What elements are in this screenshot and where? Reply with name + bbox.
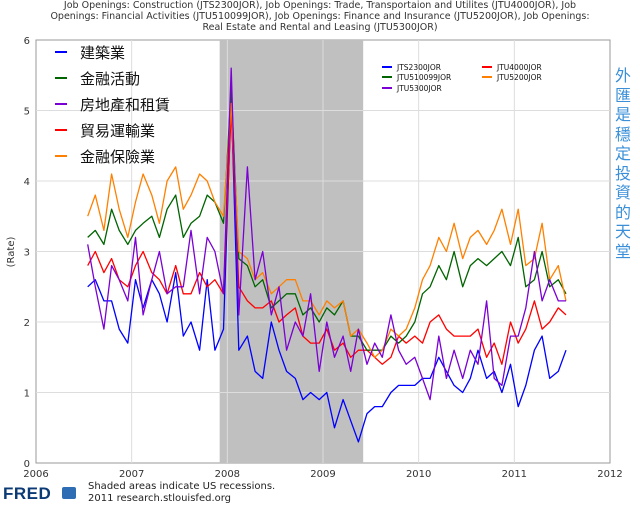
- fred-logo: FRED: [3, 484, 52, 503]
- legend-left-label: 金融保險業: [80, 148, 155, 166]
- x-tick-label: 2008: [215, 469, 240, 480]
- axes: 0 1 2 3 4 5 6 2006 2007 2008 2009 2010 2011 2012: [23, 36, 622, 480]
- y-axis-label: (Rate): [6, 237, 17, 268]
- title-line-3: Real Estate and Rental and Leasing (JTU5…: [202, 22, 438, 33]
- footer-line-1: Shaded areas indicate US recessions.: [88, 481, 276, 492]
- footer-line-2: 2011 research.stlouisfed.org: [88, 493, 232, 504]
- side-note-char: 堂: [614, 241, 631, 261]
- y-tick-label: 2: [24, 318, 30, 329]
- side-note-char: 投: [614, 163, 631, 183]
- legend-left-label: 建築業: [80, 44, 125, 62]
- side-note-char: 定: [614, 144, 631, 163]
- legend-right-label: JTU510099JOR: [396, 73, 451, 82]
- side-note-char: 的: [614, 202, 631, 222]
- side-note-char: 匯: [614, 85, 631, 105]
- series-line-jtu5300jor: [87, 67, 566, 401]
- x-tick-label: 2009: [310, 469, 335, 480]
- series-line-jtu510099jor: [87, 88, 567, 351]
- y-tick-label: 6: [24, 36, 30, 47]
- legend-left-label: 貿易運輸業: [80, 122, 155, 140]
- series-lines: [87, 67, 567, 443]
- title-line-1: Job Openings: Construction (JTS2300JOR),…: [63, 0, 577, 11]
- y-tick-label: 0: [24, 459, 30, 470]
- legend-left-label: 房地產和租賃: [80, 96, 170, 114]
- legend-right-label: JTU5300JOR: [396, 84, 442, 93]
- legend-left-label: 金融活動: [80, 70, 140, 88]
- side-note-char: 外: [614, 66, 631, 85]
- chart-title: Job Openings: Construction (JTS2300JOR),…: [0, 0, 640, 33]
- side-note-char: 是: [614, 105, 631, 124]
- series-line-jts2300jor: [87, 95, 567, 443]
- side-note-char: 天: [614, 222, 631, 241]
- footer: Shaded areas indicate US recessions. 201…: [88, 481, 275, 505]
- y-tick-label: 1: [24, 389, 30, 400]
- side-note-char: 穩: [614, 124, 631, 144]
- side-note-char: 資: [614, 183, 631, 202]
- x-tick-label: 2011: [502, 469, 527, 480]
- x-tick-label: 2007: [119, 469, 144, 480]
- y-tick-label: 4: [24, 177, 30, 188]
- x-tick-label: 2006: [23, 469, 48, 480]
- title-line-2: Openings: Financial Activities (JTU51009…: [50, 11, 590, 22]
- series-line-jtu5200jor: [87, 102, 567, 358]
- legend-right-label: JTU5200JOR: [496, 73, 542, 82]
- side-note: 外匯是穩定投資的天堂: [612, 66, 634, 261]
- x-tick-label: 2010: [406, 469, 431, 480]
- x-tick-label: 2012: [597, 469, 622, 480]
- y-tick-label: 3: [24, 248, 30, 259]
- legend-right-label: JTU4000JOR: [496, 63, 542, 72]
- y-tick-label: 5: [24, 107, 30, 118]
- fred-logo-mark-icon: [62, 487, 76, 499]
- legend-right: JTS2300JOR JTU4000JOR JTU510099JOR JTU5200J…: [382, 63, 542, 93]
- legend-right-label: JTS2300JOR: [396, 63, 441, 72]
